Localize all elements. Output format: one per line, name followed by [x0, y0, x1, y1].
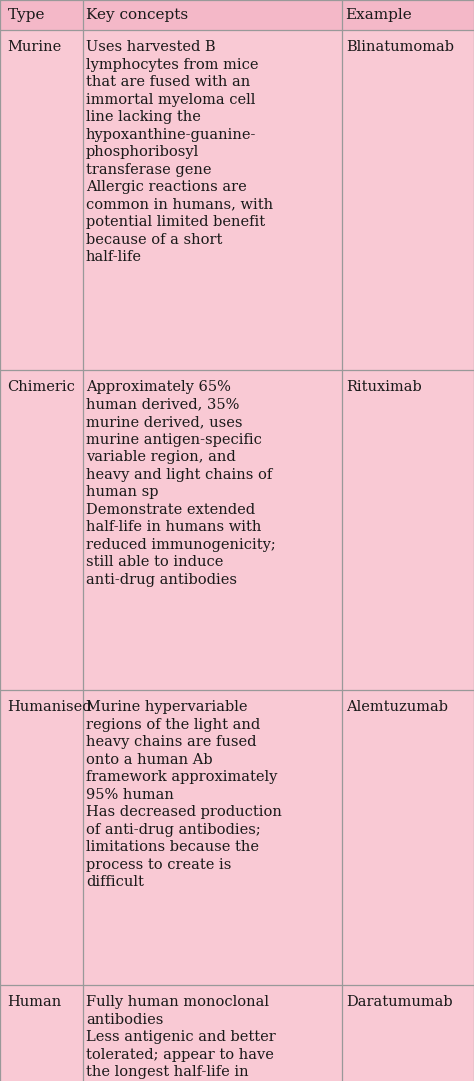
Text: Example: Example	[345, 8, 412, 22]
Text: Uses harvested B
lymphocytes from mice
that are fused with an
immortal myeloma c: Uses harvested B lymphocytes from mice t…	[86, 40, 273, 264]
Bar	[0, 0, 474, 30]
Bar	[0, 985, 474, 1081]
Text: Human: Human	[7, 995, 61, 1009]
Bar	[0, 30, 474, 370]
Text: Blinatumomab: Blinatumomab	[346, 40, 454, 54]
Text: Daratumumab: Daratumumab	[346, 995, 453, 1009]
Text: Alemtuzumab: Alemtuzumab	[346, 700, 448, 713]
Text: Humanised: Humanised	[7, 700, 91, 713]
Bar	[0, 690, 474, 985]
Text: Key concepts: Key concepts	[86, 8, 188, 22]
Text: Approximately 65%
human derived, 35%
murine derived, uses
murine antigen-specifi: Approximately 65% human derived, 35% mur…	[86, 381, 276, 587]
Text: Murine hypervariable
regions of the light and
heavy chains are fused
onto a huma: Murine hypervariable regions of the ligh…	[86, 700, 282, 890]
Bar	[0, 370, 474, 690]
Text: Type: Type	[8, 8, 46, 22]
Text: Rituximab: Rituximab	[346, 381, 422, 393]
Text: Fully human monoclonal
antibodies
Less antigenic and better
tolerated; appear to: Fully human monoclonal antibodies Less a…	[86, 995, 276, 1081]
Text: Chimeric: Chimeric	[7, 381, 75, 393]
Text: Murine: Murine	[7, 40, 61, 54]
